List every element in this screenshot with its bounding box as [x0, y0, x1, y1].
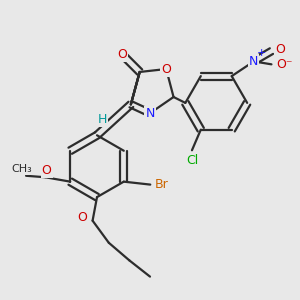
Text: H: H	[98, 113, 107, 126]
Text: O: O	[275, 43, 285, 56]
Text: O: O	[117, 48, 127, 61]
Text: +: +	[256, 48, 266, 58]
Text: O: O	[42, 164, 52, 177]
Text: CH₃: CH₃	[11, 164, 32, 174]
Text: O: O	[77, 211, 87, 224]
Text: Br: Br	[154, 178, 168, 190]
Text: O⁻: O⁻	[277, 58, 293, 71]
Text: N: N	[249, 55, 259, 68]
Text: Cl: Cl	[186, 154, 198, 167]
Text: O: O	[161, 62, 171, 76]
Text: N: N	[145, 107, 155, 120]
